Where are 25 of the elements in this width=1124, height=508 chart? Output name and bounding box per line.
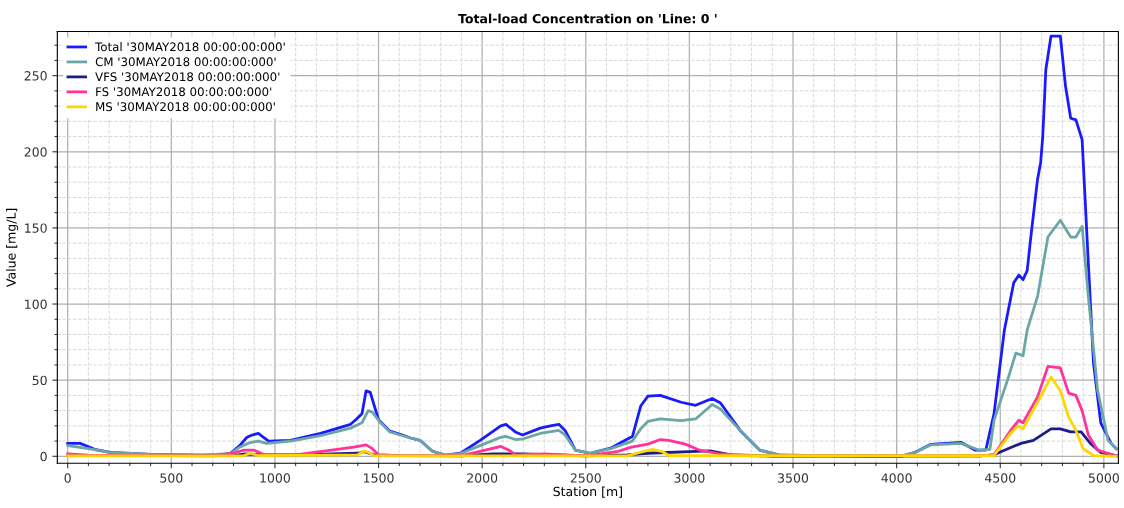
y-tick-label: 250 xyxy=(24,71,47,81)
x-tick-label: 3000 xyxy=(674,473,705,483)
legend-label: Total '30MAY2018 00:00:00:000' xyxy=(95,42,285,52)
legend-label: FS '30MAY2018 00:00:00:000' xyxy=(96,87,272,97)
x-tick-label: 5000 xyxy=(1088,473,1119,483)
x-tick-label: 2500 xyxy=(570,473,601,483)
x-tick-label: 4500 xyxy=(984,473,1016,483)
y-tick-label: 200 xyxy=(24,147,47,157)
x-tick-label: 3500 xyxy=(778,473,809,483)
x-tick-label: 1000 xyxy=(260,473,290,483)
x-tick-label: 1500 xyxy=(364,473,394,483)
y-tick-label: 100 xyxy=(25,299,47,309)
x-tick-label: 0 xyxy=(64,473,71,483)
chart-title: Total-load Concentration on 'Line: 0 ' xyxy=(458,13,717,24)
y-tick-label: 0 xyxy=(40,451,47,462)
x-axis-title: Station [m] xyxy=(553,486,622,498)
x-tick-label: 500 xyxy=(160,473,183,483)
x-tick-label: 2000 xyxy=(467,473,498,483)
x-tick-label: 4000 xyxy=(881,473,912,483)
legend-label: CM '30MAY2018 00:00:00:000' xyxy=(95,57,276,67)
y-tick-label: 150 xyxy=(25,223,47,233)
legend-label: VFS '30MAY2018 00:00:00:000' xyxy=(95,72,280,82)
y-axis-title: Value [mg/L] xyxy=(6,208,19,287)
y-tick-label: 50 xyxy=(32,375,47,386)
legend-label: MS '30MAY2018 00:00:00:000' xyxy=(96,102,275,112)
